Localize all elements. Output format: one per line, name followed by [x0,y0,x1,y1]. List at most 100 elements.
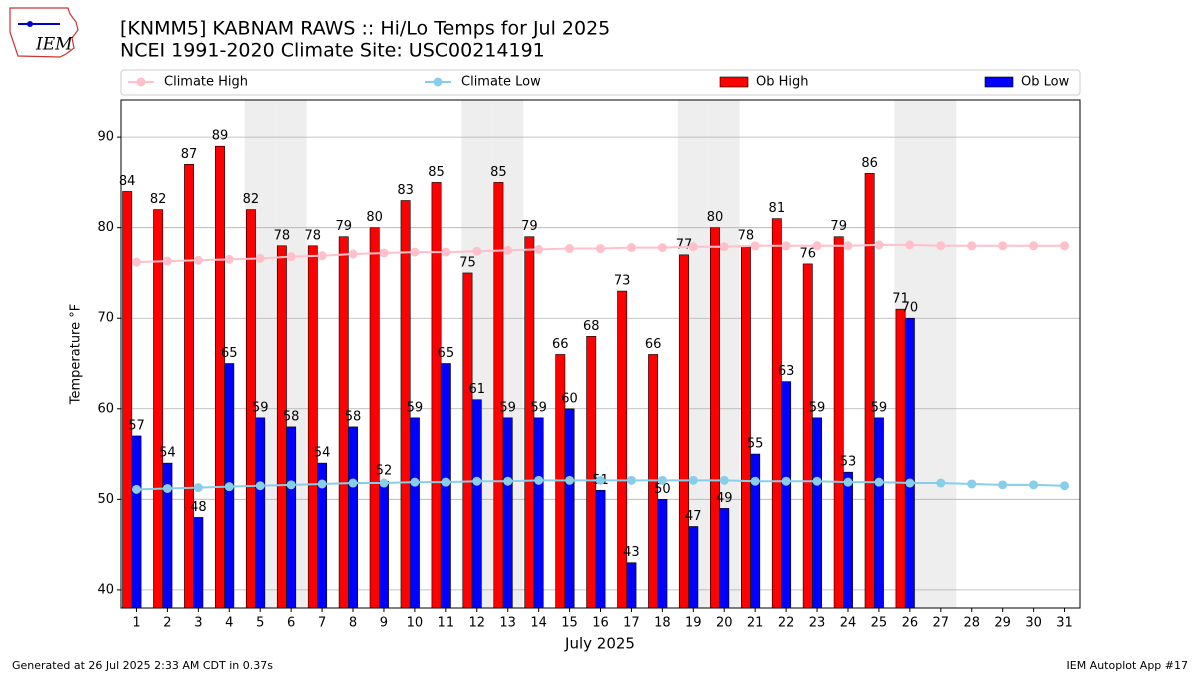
weekend-shade [925,100,957,608]
line-marker [843,241,853,251]
logo-text: IEM [35,35,73,55]
bar-value-label: 65 [438,346,455,361]
bar [471,399,482,609]
line-marker [317,251,327,261]
bar [533,417,544,609]
y-tick-label: 90 [97,130,114,145]
line-marker [472,246,482,256]
line-marker [255,253,265,263]
x-tick-label: 20 [716,616,733,631]
bar-value-label: 48 [190,500,207,515]
x-tick-label: 2 [163,616,171,631]
line-marker [719,475,729,485]
bar [688,526,699,609]
line-marker [936,478,946,488]
x-tick-label: 12 [468,616,485,631]
bar [679,254,689,609]
x-tick-label: 9 [380,616,388,631]
bar-value-label: 79 [830,219,847,234]
bar [122,191,133,609]
line-marker [998,241,1008,251]
bar-value-label: 52 [376,464,393,479]
line-marker [874,477,884,487]
bar-value-label: 49 [716,491,733,506]
line-marker [534,244,544,254]
line-marker [781,476,791,486]
bar [379,480,389,609]
bar-value-label: 78 [274,228,291,243]
line-marker [998,480,1008,490]
bar [626,562,637,609]
x-tick-label: 4 [225,616,233,631]
bar-value-label: 84 [119,174,136,189]
bar [771,218,782,609]
bar-value-label: 80 [707,210,724,225]
line-marker [255,481,265,491]
line-marker [162,483,172,493]
bar-value-label: 55 [747,437,764,452]
bar-value-label: 86 [861,156,878,171]
y-axis-label: Temperature °F [69,304,84,405]
x-tick-label: 13 [499,616,516,631]
x-tick-label: 30 [1025,616,1042,631]
line-marker [441,247,451,257]
bar-value-label: 61 [468,382,485,397]
x-tick-label: 27 [933,616,950,631]
bar-value-label: 58 [283,409,300,424]
bar-value-label: 82 [243,192,260,207]
bar-value-label: 89 [212,129,229,144]
bar-value-label: 54 [159,446,176,461]
line-marker [750,241,760,251]
bar-value-label: 43 [623,545,640,560]
bar-value-label: 58 [345,409,362,424]
bar [502,417,513,609]
bar-value-label: 54 [314,446,331,461]
bar-value-label: 79 [521,219,538,234]
line-marker [905,478,915,488]
line-marker [317,479,327,489]
x-axis-label: July 2025 [564,635,635,653]
line-marker [193,255,203,265]
bar [617,290,628,609]
bar-value-label: 53 [840,455,857,470]
bar [131,435,142,609]
legend-marker [433,77,443,87]
bar-value-label: 59 [499,400,516,415]
bar [864,173,875,609]
bar [286,426,297,609]
bar-value-label: 65 [221,346,238,361]
bar-value-label: 82 [150,192,167,207]
line-marker [719,242,729,252]
x-tick-label: 10 [407,616,424,631]
line-marker [534,475,544,485]
bar [740,245,751,609]
x-tick-label: 7 [318,616,326,631]
line-marker [688,475,698,485]
bar [369,227,380,609]
bar [873,417,884,609]
bar-value-label: 59 [809,400,826,415]
footer-left: Generated at 26 Jul 2025 2:33 AM CDT in … [12,659,273,672]
legend-label: Ob Low [1021,75,1070,90]
y-tick-label: 80 [97,220,114,235]
y-tick-label: 60 [97,401,114,416]
chart-title: [KNMM5] KABNAM RAWS :: Hi/Lo Temps for J… [120,18,610,40]
bar [657,499,668,609]
bar-value-label: 76 [799,246,816,261]
bar [153,209,164,609]
line-marker [1029,241,1039,251]
line-marker [472,476,482,486]
line-marker [967,241,977,251]
line-marker [657,243,667,253]
line-marker [843,477,853,487]
line-marker [1029,480,1039,490]
bar-value-label: 83 [397,183,414,198]
x-tick-label: 28 [963,616,980,631]
line-marker [348,478,358,488]
legend-label: Ob High [756,75,809,90]
bar-value-label: 47 [685,509,702,524]
bar [843,471,853,609]
line-marker [1060,241,1070,251]
x-tick-label: 17 [623,616,640,631]
x-tick-label: 19 [685,616,702,631]
